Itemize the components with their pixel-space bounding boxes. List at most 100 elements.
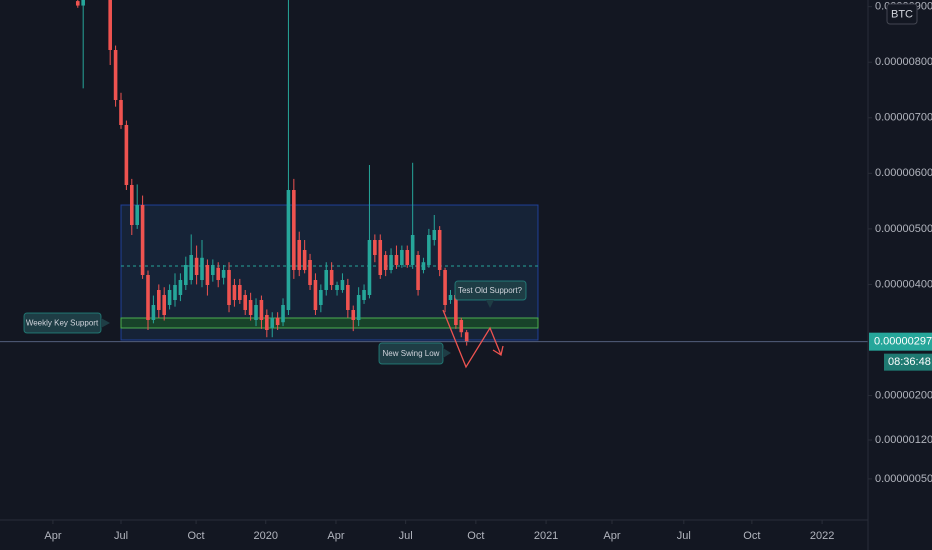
candle-body [75, 1, 80, 6]
candle-body [146, 275, 150, 320]
candle-body [400, 250, 404, 265]
countdown-label: 08:36:48 [888, 356, 931, 368]
y-tick-label: 0.00000500 [875, 223, 932, 235]
y-tick-label: 0.00000600 [875, 167, 932, 179]
candle-body [162, 295, 167, 315]
x-tick-label: Apr [327, 530, 344, 542]
candle-body [421, 262, 426, 270]
candle-body [351, 310, 356, 320]
candle-body [184, 265, 188, 285]
candle-body [281, 305, 285, 323]
candle-body [254, 305, 258, 320]
annotations: Weekly Key Support Test Old Support? New… [23, 280, 527, 369]
candle-body [227, 270, 231, 305]
candle-body [119, 100, 123, 125]
x-tick-label: Jul [399, 530, 413, 542]
y-tick-label: 0.00000700 [875, 112, 932, 124]
candle-body [113, 50, 118, 100]
y-tick-label: 0.00000800 [875, 56, 932, 68]
candle-body [129, 185, 134, 225]
x-tick-label: Jul [677, 530, 691, 542]
candle-body [335, 285, 339, 290]
candle-body [346, 285, 350, 310]
y-tick-label: 0.00000120 [875, 434, 932, 446]
candle-body [124, 125, 129, 185]
candle-body [200, 257, 204, 280]
candle-body [297, 240, 302, 270]
candle-body [178, 280, 183, 295]
x-tick-label: Oct [188, 530, 205, 542]
arrow-head [492, 345, 504, 357]
x-tick-label: 2021 [534, 530, 558, 542]
price-badge-label: 0.00000297 [874, 336, 932, 348]
x-tick-label: 2022 [810, 530, 834, 542]
note-text: New Swing Low [383, 349, 440, 358]
candle-body [362, 290, 366, 300]
x-tick-label: Apr [44, 530, 61, 542]
candle-body [405, 250, 410, 265]
candle-body [373, 240, 377, 255]
candle-body [313, 280, 318, 310]
candle-body [394, 255, 399, 265]
note-text: Weekly Key Support [26, 319, 99, 328]
countdown-badge [884, 353, 932, 371]
candle-body [140, 205, 145, 275]
y-tick-label: 0.00000200 [875, 389, 932, 401]
unit-label: BTC [891, 8, 913, 20]
candle-body [151, 305, 156, 320]
note-pointer [101, 318, 110, 328]
axes: 0.000009000.000008000.000007000.00000600… [44, 1, 932, 542]
candle-body [173, 285, 177, 300]
candle-body [238, 285, 242, 300]
candle-body [459, 320, 464, 333]
candle-body [427, 235, 431, 265]
note-pointer [443, 348, 451, 358]
candle-body [275, 317, 280, 325]
candle-body [410, 235, 415, 265]
candle-body [232, 285, 237, 300]
candle-body [340, 280, 345, 290]
candle-body [108, 0, 112, 50]
candle-body [378, 240, 383, 275]
candle-body [243, 295, 248, 310]
candle-body [448, 295, 453, 300]
candle-body [464, 332, 469, 342]
candle-body [454, 295, 458, 325]
x-tick-label: Oct [467, 530, 484, 542]
candle-body [308, 260, 312, 285]
y-tick-label: 0.00000400 [875, 278, 932, 290]
candle-body [135, 205, 139, 225]
candle-body [286, 190, 291, 310]
x-tick-label: Apr [603, 530, 620, 542]
candle-body [248, 300, 253, 315]
candle-body [416, 255, 420, 290]
unit-badge [886, 3, 918, 25]
candle-body [389, 255, 393, 270]
candle-body [81, 0, 85, 6]
candle-body [302, 250, 307, 270]
y-tick-label: 0.00000050 [875, 473, 932, 485]
candle-body [367, 240, 372, 295]
candle-body [437, 230, 442, 270]
note-text: Test Old Support? [458, 286, 523, 295]
drawings [120, 204, 539, 341]
support-zone [120, 317, 539, 329]
candle-body [329, 270, 334, 285]
x-tick-label: Oct [743, 530, 760, 542]
candle-body [167, 290, 172, 305]
projection-path [442, 309, 502, 369]
candle-body [259, 300, 264, 320]
candle-body [157, 290, 161, 310]
plot-area [0, 0, 868, 346]
note-pointer [486, 300, 494, 308]
candle-body [189, 255, 194, 280]
candle-body [221, 270, 226, 278]
candle-body [443, 270, 447, 305]
candle-body [432, 230, 437, 240]
candle-body [194, 257, 199, 275]
candle-body [205, 265, 210, 285]
x-tick-label: 2020 [254, 530, 278, 542]
candle-body [270, 317, 275, 328]
